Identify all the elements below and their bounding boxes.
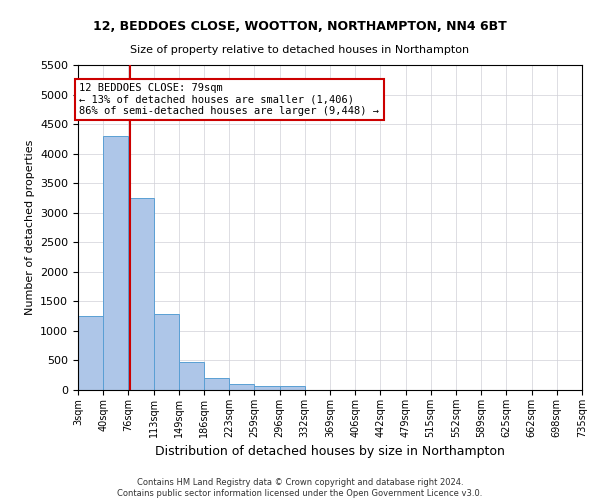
Bar — [254, 386, 280, 390]
Text: 12 BEDDOES CLOSE: 79sqm
← 13% of detached houses are smaller (1,406)
86% of semi: 12 BEDDOES CLOSE: 79sqm ← 13% of detache… — [79, 82, 379, 116]
Bar — [179, 362, 204, 390]
Bar — [229, 384, 254, 390]
Bar — [204, 378, 229, 390]
Bar — [280, 386, 305, 390]
Text: Size of property relative to detached houses in Northampton: Size of property relative to detached ho… — [130, 45, 470, 55]
Text: Contains HM Land Registry data © Crown copyright and database right 2024.
Contai: Contains HM Land Registry data © Crown c… — [118, 478, 482, 498]
Bar — [103, 136, 128, 390]
X-axis label: Distribution of detached houses by size in Northampton: Distribution of detached houses by size … — [155, 446, 505, 458]
Bar — [78, 316, 103, 390]
Bar — [154, 314, 179, 390]
Bar — [128, 198, 154, 390]
Y-axis label: Number of detached properties: Number of detached properties — [25, 140, 35, 315]
Text: 12, BEDDOES CLOSE, WOOTTON, NORTHAMPTON, NN4 6BT: 12, BEDDOES CLOSE, WOOTTON, NORTHAMPTON,… — [93, 20, 507, 33]
